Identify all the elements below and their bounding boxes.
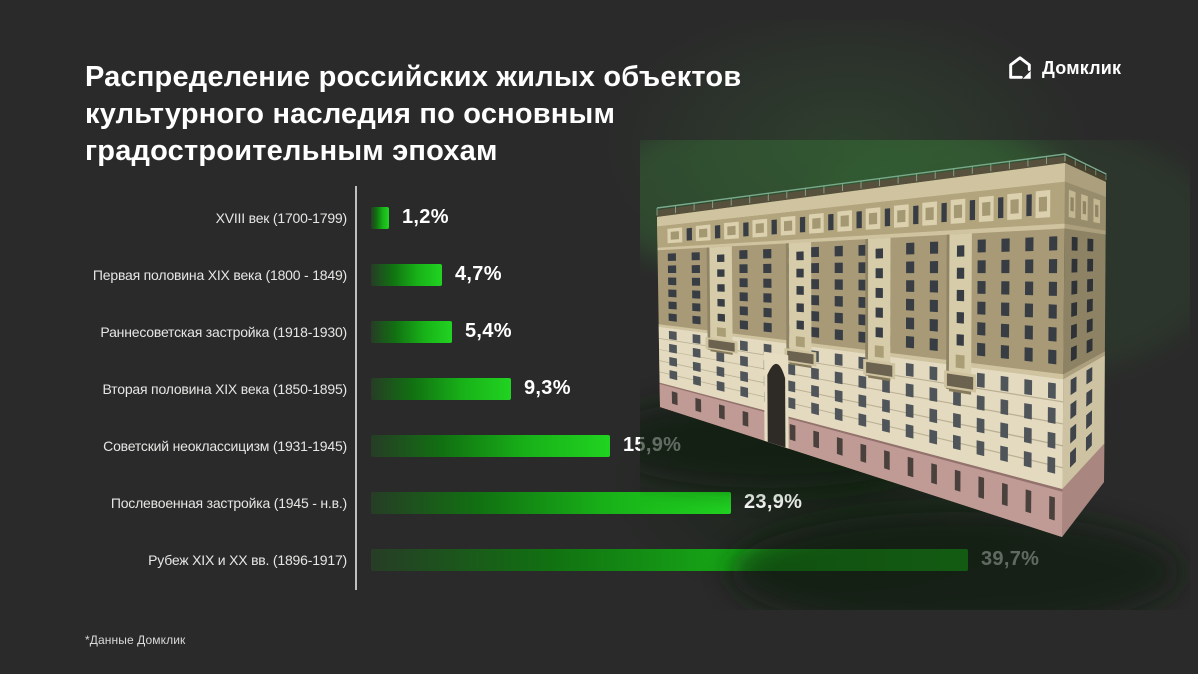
domclick-logo-text: Домклик	[1042, 57, 1122, 78]
bar	[371, 548, 968, 571]
category-label: XVIII век (1700-1799)	[215, 209, 348, 226]
value-label: 9,3%	[524, 377, 571, 399]
category-label: Вторая половина XIX века (1850-1895)	[102, 380, 348, 397]
value-label: 23,9%	[744, 491, 803, 513]
value-label: 39,7%	[981, 548, 1040, 570]
value-label: 1,2%	[402, 206, 449, 228]
title-line-3: градостроительным эпохам	[85, 135, 498, 168]
data-source-note: *Данные Домклик	[85, 633, 186, 647]
category-label: Советский неоклассицизм (1931-1945)	[103, 437, 347, 454]
value-label: 5,4%	[465, 320, 512, 342]
bar-row: XVIII век (1700-1799) 1,2%	[85, 189, 1125, 246]
bar-track: 23,9%	[371, 491, 802, 514]
bar-chart: XVIII век (1700-1799) 1,2% Первая половина…	[85, 186, 1125, 593]
bar-track: 39,7%	[371, 548, 1039, 571]
domclick-logo: Домклик	[1007, 55, 1121, 81]
page-title: Распределение российских жилых объектов …	[85, 59, 905, 169]
category-label: Рубеж XIX и XX вв. (1896-1917)	[148, 551, 347, 568]
title-line-1: Распределение российских жилых объектов	[85, 61, 742, 94]
bar-track: 15,9%	[371, 434, 681, 457]
bar-track: 1,2%	[371, 206, 449, 229]
bar-row: Вторая половина XIX века (1850-1895) 9,3%	[85, 360, 1125, 417]
title-line-2: культурного наследия по основным	[85, 98, 616, 131]
category-label: Первая половина XIX века (1800 - 1849)	[92, 266, 347, 283]
bar-rows: XVIII век (1700-1799) 1,2% Первая половина…	[85, 189, 1125, 588]
value-label: 15,9%	[623, 434, 682, 456]
bar-row: Послевоенная застройка (1945 - н.в.) 23,9…	[85, 474, 1125, 531]
domclick-house-icon	[1009, 56, 1031, 79]
bar	[371, 320, 452, 343]
bar-row: Рубеж XIX и XX вв. (1896-1917) 39,7%	[85, 531, 1125, 588]
y-axis-line	[355, 186, 357, 590]
value-label: 4,7%	[455, 263, 502, 285]
category-label: Раннесоветская застройка (1918-1930)	[100, 323, 347, 340]
bar-row: Раннесоветская застройка (1918-1930) 5,4%	[85, 303, 1125, 360]
bar-track: 9,3%	[371, 377, 571, 400]
bar	[371, 377, 511, 400]
bar-track: 4,7%	[371, 263, 502, 286]
bar	[371, 491, 731, 514]
category-label: Послевоенная застройка (1945 - н.в.)	[110, 494, 347, 511]
bar-track: 5,4%	[371, 320, 512, 343]
bar-row: Советский неоклассицизм (1931-1945) 15,9%	[85, 417, 1125, 474]
bar-row: Первая половина XIX века (1800 - 1849) 4,…	[85, 246, 1125, 303]
bar	[371, 206, 389, 229]
bar	[371, 434, 610, 457]
bar	[371, 263, 442, 286]
